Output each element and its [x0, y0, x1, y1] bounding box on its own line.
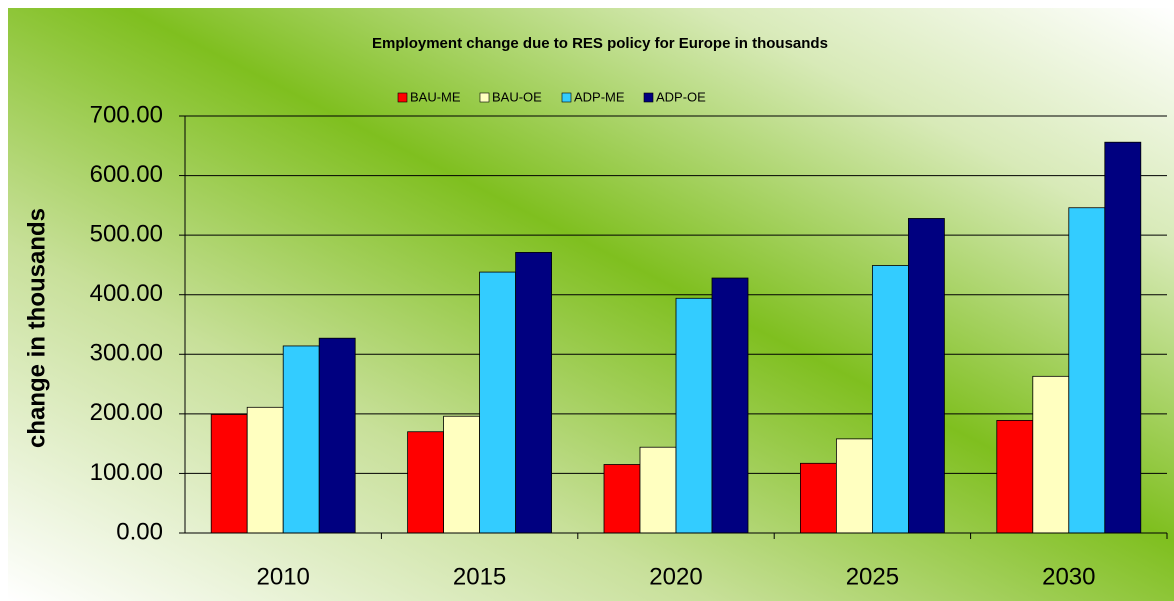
- bar: [246, 406, 284, 534]
- bar: [836, 438, 873, 534]
- y-tick-label: 0.00: [116, 518, 163, 545]
- y-tick-label: 700.00: [90, 101, 163, 128]
- x-tick-label: 2015: [453, 563, 506, 590]
- chart-title: Employment change due to RES policy for …: [372, 35, 828, 52]
- bar: [479, 271, 517, 534]
- bar: [282, 345, 320, 534]
- legend-swatch: [397, 92, 408, 103]
- y-tick-label: 500.00: [90, 220, 163, 247]
- bar: [1032, 375, 1070, 534]
- y-tick-label: 400.00: [90, 280, 163, 307]
- y-tick-label: 300.00: [90, 340, 163, 367]
- legend-label: ADP-OE: [656, 89, 706, 104]
- bar: [675, 297, 713, 534]
- x-tick-label: 2025: [846, 563, 899, 590]
- legend-swatch: [561, 92, 572, 103]
- legend-label: ADP-ME: [574, 89, 625, 104]
- bar: [639, 446, 677, 534]
- y-tick-label: 600.00: [90, 161, 163, 188]
- bar: [800, 462, 837, 534]
- x-tick-label: 2030: [1042, 563, 1095, 590]
- legend-label: BAU-OE: [492, 89, 542, 104]
- bar: [908, 218, 945, 534]
- bar: [1068, 207, 1106, 534]
- x-tick-label: 2020: [649, 563, 702, 590]
- background: [8, 8, 1174, 601]
- y-axis-label: change in thousands: [23, 208, 50, 448]
- bar: [407, 431, 445, 534]
- legend-swatch: [479, 92, 490, 103]
- bar: [711, 277, 749, 534]
- y-tick-label: 100.00: [90, 459, 163, 486]
- legend-swatch: [643, 92, 654, 103]
- bar: [603, 464, 641, 534]
- bar: [872, 265, 909, 534]
- bar: [1104, 141, 1142, 534]
- x-tick-label: 2010: [257, 563, 310, 590]
- bar: [443, 415, 481, 534]
- bar: [318, 337, 356, 534]
- y-tick-label: 200.00: [90, 399, 163, 426]
- legend-label: BAU-ME: [410, 89, 461, 104]
- bar: [515, 252, 552, 534]
- bar: [210, 414, 248, 534]
- bar: [996, 420, 1034, 534]
